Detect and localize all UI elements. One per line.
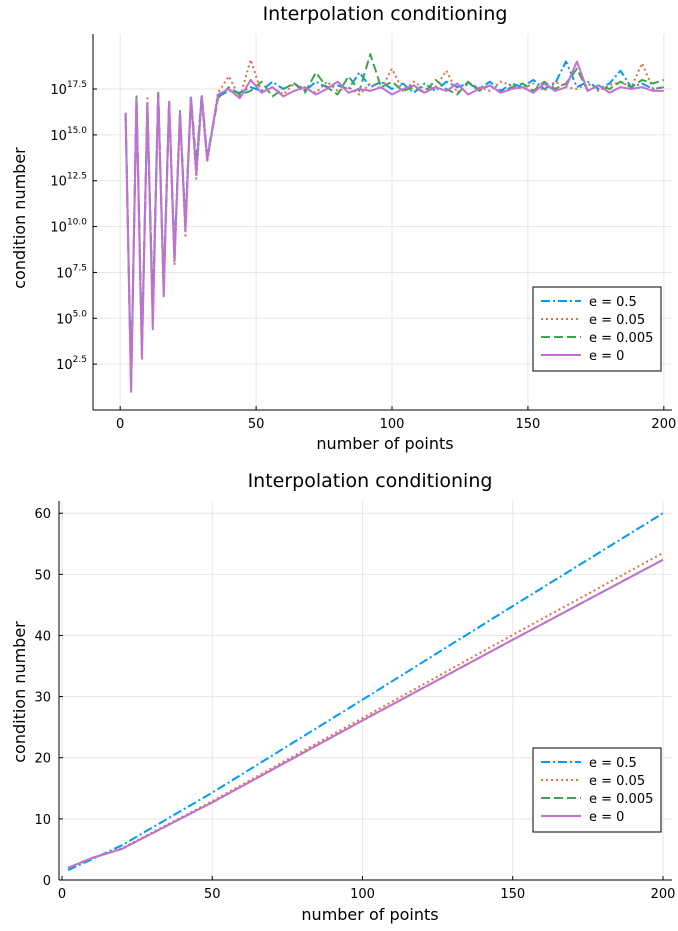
legend: e = 0.5 e = 0.05 e = 0.005 e = 0 bbox=[532, 286, 662, 372]
x-tick-label: 50 bbox=[204, 887, 221, 902]
chart-linear-condition: Interpolation conditioning 0 50 100 150 2000… bbox=[10, 470, 675, 924]
x-axis-label: number of points bbox=[316, 434, 453, 453]
legend-label: e = 0 bbox=[589, 810, 624, 825]
legend-label: e = 0.005 bbox=[589, 331, 653, 346]
y-tick-label: 40 bbox=[34, 629, 51, 644]
x-tick-label: 100 bbox=[350, 887, 375, 902]
ticks: 0 50 100 150 200 102.5 105.0 107.5 1010.0 1012.5 1… bbox=[50, 80, 676, 432]
x-tick-label: 150 bbox=[500, 887, 525, 902]
y-tick-label: 1017.5 bbox=[50, 80, 87, 98]
series-line-e-0-005 bbox=[124, 53, 665, 389]
series-line-e-0-5 bbox=[67, 512, 664, 872]
legend-label: e = 0.05 bbox=[589, 313, 645, 328]
legend-label: e = 0.005 bbox=[589, 792, 653, 807]
y-tick-label: 107.5 bbox=[56, 263, 87, 281]
y-axis-label: condition number bbox=[10, 621, 29, 763]
ticks: 0 50 100 150 200 0 10 20 30 40 50 60 bbox=[34, 507, 675, 902]
legend-label: e = 0.5 bbox=[589, 295, 637, 310]
y-tick-label: 50 bbox=[34, 568, 51, 583]
x-tick-label: 150 bbox=[516, 417, 541, 432]
x-tick-label: 0 bbox=[58, 887, 66, 902]
y-tick-label: 1010.0 bbox=[50, 218, 87, 236]
y-tick-label: 1012.5 bbox=[50, 172, 87, 190]
y-tick-label: 1015.0 bbox=[50, 126, 87, 144]
y-tick-label: 60 bbox=[34, 507, 51, 522]
series bbox=[124, 53, 665, 393]
series-line-e-0 bbox=[124, 60, 664, 393]
y-tick-label: 102.5 bbox=[56, 355, 87, 373]
axes bbox=[92, 34, 672, 411]
series bbox=[67, 512, 664, 872]
y-tick-label: 10 bbox=[34, 813, 51, 828]
y-tick-label: 20 bbox=[34, 752, 51, 767]
y-axis-label: condition number bbox=[10, 147, 29, 289]
chart-log-condition: Interpolation conditioning 0 50 100 150 200 1… bbox=[10, 3, 676, 453]
legend-label: e = 0.5 bbox=[589, 756, 637, 771]
legend-label: e = 0 bbox=[589, 349, 624, 364]
chart-title: Interpolation conditioning bbox=[263, 3, 508, 25]
x-tick-label: 200 bbox=[651, 417, 676, 432]
axes bbox=[58, 501, 672, 881]
legend-label: e = 0.05 bbox=[589, 774, 645, 789]
x-tick-label: 100 bbox=[380, 417, 405, 432]
x-tick-label: 0 bbox=[116, 417, 124, 432]
series-line-e-0 bbox=[67, 558, 664, 869]
y-tick-label: 105.0 bbox=[56, 309, 87, 327]
x-tick-label: 200 bbox=[651, 887, 676, 902]
x-tick-label: 50 bbox=[248, 417, 265, 432]
chart-title: Interpolation conditioning bbox=[248, 470, 493, 492]
legend: e = 0.5 e = 0.05 e = 0.005 e = 0 bbox=[532, 747, 662, 833]
y-tick-label: 0 bbox=[43, 874, 51, 889]
y-tick-label: 30 bbox=[34, 691, 51, 706]
x-axis-label: number of points bbox=[301, 905, 438, 924]
